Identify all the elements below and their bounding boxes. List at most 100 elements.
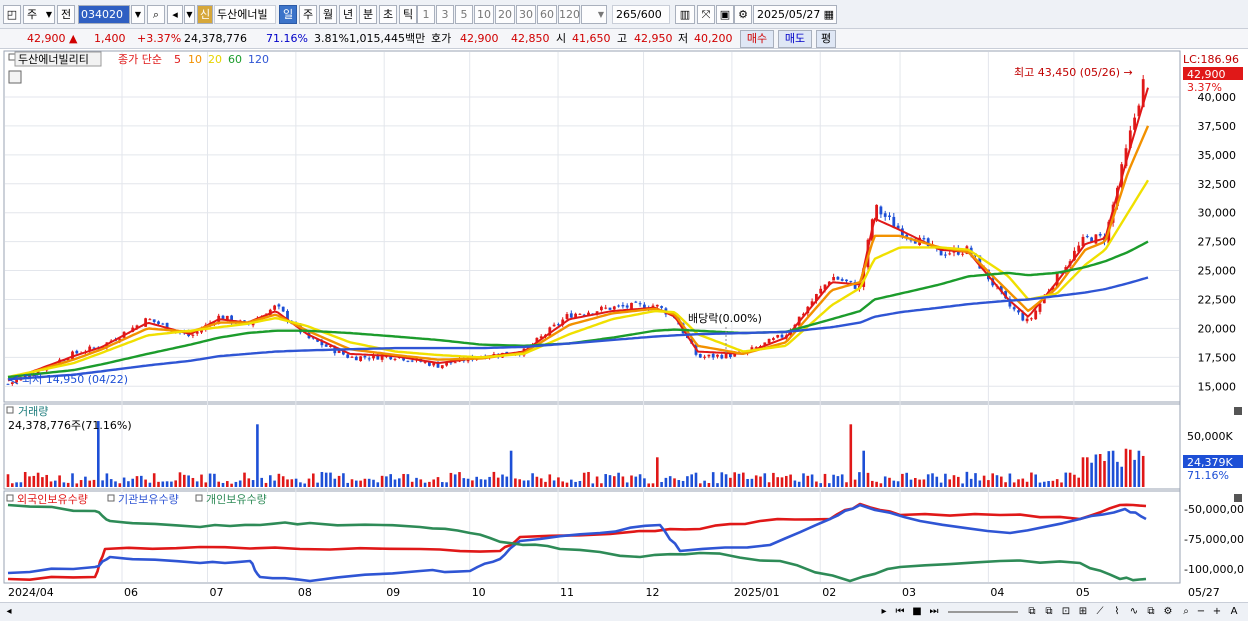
tools-icon[interactable]: ⤧	[697, 5, 715, 24]
candle-body	[1008, 298, 1012, 307]
individual-checkbox-icon[interactable]	[195, 494, 203, 502]
eval-button[interactable]: 평	[816, 30, 836, 48]
volume-bar	[634, 476, 638, 487]
volume-tag	[1183, 455, 1243, 468]
candle-body	[243, 320, 246, 322]
high-price: 42,950	[634, 32, 673, 45]
volume-bar	[793, 480, 797, 487]
volume-bar	[226, 481, 229, 487]
interval-1[interactable]: 1	[417, 5, 435, 24]
institution-checkbox-icon[interactable]	[107, 494, 115, 502]
interval-dropdown-icon[interactable]: ▼	[581, 5, 607, 24]
tab-week[interactable]: 주	[299, 5, 317, 24]
scroll-last-icon[interactable]: ⏭	[929, 606, 939, 617]
candle-body	[1017, 310, 1020, 313]
tab-month[interactable]: 월	[319, 5, 337, 24]
tab-minute[interactable]: 분	[359, 5, 377, 24]
high-label: 고	[617, 32, 628, 45]
candle-body	[892, 216, 896, 228]
interval-3[interactable]: 3	[436, 5, 454, 24]
sell-button[interactable]: 매도	[778, 30, 812, 48]
candle-body	[845, 279, 848, 282]
candle-body	[337, 350, 341, 353]
tab-year[interactable]: 년	[339, 5, 357, 24]
tab-day[interactable]: 일	[279, 5, 297, 24]
buy-button[interactable]: 매수	[740, 30, 774, 48]
volume-bar	[819, 483, 822, 487]
scroll-right-icon[interactable]: ▸	[881, 606, 887, 617]
x-tick-label: 05/27	[1188, 586, 1220, 599]
gear-icon[interactable]: ⚙	[734, 5, 752, 24]
stock-code-input[interactable]: 034020	[78, 5, 130, 24]
zoom-slider[interactable]	[948, 605, 1018, 619]
scroll-first-icon[interactable]: ⏮	[895, 606, 905, 617]
foreign-checkbox-icon[interactable]	[6, 494, 14, 502]
count-field[interactable]: 265/600	[612, 5, 670, 24]
interval-20[interactable]: 20	[495, 5, 515, 24]
date-input[interactable]: 2025/05/27 ▦	[753, 5, 837, 24]
candle-body	[711, 353, 715, 358]
interval-60[interactable]: 60	[537, 5, 557, 24]
overlay-icon[interactable]: ⧉	[1045, 606, 1053, 617]
copy-icon[interactable]: ⧉	[1147, 606, 1155, 617]
y-tick-label: 15,000	[1198, 380, 1237, 393]
volume-bar	[656, 457, 659, 487]
interval-120[interactable]: 120	[558, 5, 580, 24]
draw-line-icon[interactable]: ⟋	[1096, 606, 1104, 617]
interval-30[interactable]: 30	[516, 5, 536, 24]
volume-bar	[1086, 457, 1089, 487]
volume-bar	[961, 483, 964, 487]
code-dropdown-icon[interactable]: ▼	[131, 5, 145, 24]
compare-icon[interactable]: ⧉	[1028, 606, 1036, 617]
volume-bar	[776, 477, 779, 487]
zoom-out-icon[interactable]: −	[1196, 606, 1206, 617]
candle-body	[28, 375, 31, 377]
tab-tick[interactable]: 틱	[399, 5, 417, 24]
speaker-icon[interactable]: ◂	[167, 5, 183, 24]
stock-chart[interactable]: 15,000 17,500 20,000 22,500 25,000 27,500 30,0…	[0, 49, 1248, 605]
crosshair-icon[interactable]: ⊞	[1078, 606, 1088, 617]
tab-second[interactable]: 초	[379, 5, 397, 24]
stop-icon[interactable]: ■	[912, 606, 922, 617]
volume-bar	[539, 478, 543, 487]
volume-bar	[230, 483, 233, 487]
holdings-close-icon[interactable]	[1234, 494, 1242, 502]
split-icon[interactable]: ⊡	[1061, 606, 1071, 617]
speaker-dropdown-icon[interactable]: ▼	[184, 5, 195, 24]
zoom-search-icon[interactable]: ⌕	[1183, 606, 1189, 617]
candle-body	[449, 362, 453, 364]
interval-10[interactable]: 10	[474, 5, 494, 24]
calculator-icon[interactable]	[8, 70, 22, 84]
volume-bar	[914, 478, 917, 487]
save-icon[interactable]: ▣	[716, 5, 734, 24]
font-size-icon[interactable]: A	[1230, 606, 1238, 617]
volume-close-icon[interactable]	[1234, 407, 1242, 415]
volume-bar	[754, 475, 758, 487]
prev-button[interactable]: 전	[57, 5, 75, 24]
volume-bar	[350, 479, 354, 487]
trend-icon[interactable]: ⌇	[1114, 606, 1120, 617]
volume-value: 24,378,776주(71.16%)	[8, 419, 132, 432]
candle-type-icon[interactable]: ▥	[675, 5, 695, 24]
volume-bar	[557, 477, 560, 487]
window-menu-icon[interactable]: ◰	[3, 5, 21, 24]
volume-bar	[686, 476, 689, 487]
volume-checkbox-icon[interactable]	[6, 406, 14, 414]
search-icon[interactable]: ⌕	[147, 5, 165, 24]
market-select[interactable]: 주 ▼	[23, 5, 55, 24]
volume-bar	[140, 475, 143, 487]
volume-bar	[987, 480, 990, 487]
wave-icon[interactable]: ∿	[1129, 606, 1139, 617]
volume-bar	[436, 477, 440, 487]
settings-icon[interactable]: ⚙	[1163, 606, 1173, 617]
interval-5[interactable]: 5	[455, 5, 473, 24]
zoom-in-icon[interactable]: +	[1212, 606, 1222, 617]
candle-body	[561, 319, 565, 326]
candle-body	[402, 357, 405, 361]
candle-body	[1124, 148, 1128, 167]
scroll-left-icon[interactable]: ◂	[6, 606, 12, 617]
ma-legend-60: 60	[228, 53, 242, 66]
volume-bar	[694, 472, 698, 487]
candle-body	[281, 306, 285, 312]
current-price-value: 42,900	[27, 32, 66, 45]
